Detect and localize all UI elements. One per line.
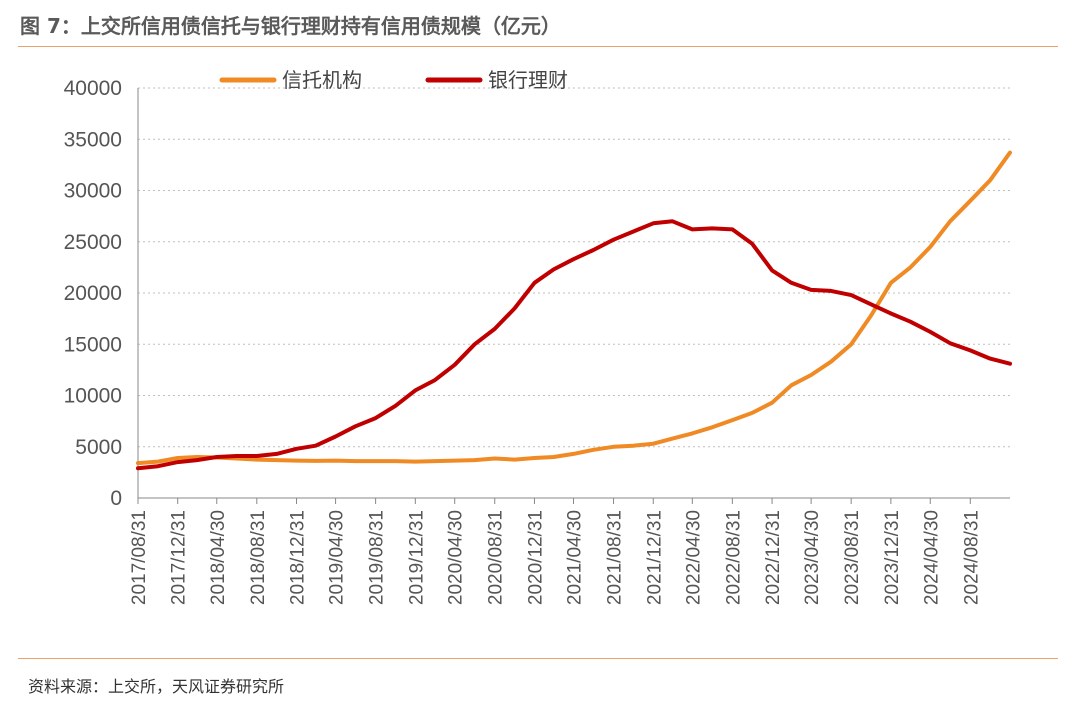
grid-lines bbox=[138, 87, 1010, 448]
x-tick-label: 2019/08/31 bbox=[367, 510, 388, 605]
y-tick-label: 15000 bbox=[64, 333, 122, 356]
x-tick-label: 2017/08/31 bbox=[129, 510, 150, 605]
series-line-银行理财 bbox=[136, 219, 1012, 471]
x-tick-label: 2019/12/31 bbox=[406, 510, 427, 605]
bottom-divider bbox=[18, 658, 1058, 659]
x-tick-label: 2023/04/30 bbox=[802, 510, 823, 605]
x-tick-label: 2023/12/31 bbox=[882, 510, 903, 605]
x-tick-label: 2023/08/31 bbox=[842, 510, 863, 605]
top-divider bbox=[18, 46, 1058, 47]
x-tick-label: 2018/04/30 bbox=[208, 510, 229, 605]
y-tick-label: 40000 bbox=[64, 77, 122, 100]
x-tick-label: 2020/08/31 bbox=[486, 510, 507, 605]
y-tick-label: 20000 bbox=[64, 282, 122, 305]
source-note: 资料来源：上交所，天风证券研究所 bbox=[28, 677, 285, 696]
legend-label: 信托机构 bbox=[282, 68, 362, 92]
y-tick-label: 5000 bbox=[75, 436, 122, 459]
legend: 信托机构 银行理财 bbox=[219, 68, 568, 92]
x-tick-label: 2021/12/31 bbox=[644, 510, 665, 605]
series-line-信托机构 bbox=[136, 150, 1012, 466]
y-tick-label: 0 bbox=[110, 487, 122, 510]
line-chart: 0 5000 10000 15000 20000 25000 30000 35000 40000… bbox=[64, 68, 1012, 605]
x-tick-label: 2019/04/30 bbox=[327, 510, 348, 605]
x-tick-label: 2017/12/31 bbox=[169, 510, 190, 605]
y-tick-label: 30000 bbox=[64, 180, 122, 203]
legend-label: 银行理财 bbox=[488, 68, 568, 92]
x-tick-label: 2024/08/31 bbox=[961, 510, 982, 605]
x-tick-label: 2020/04/30 bbox=[446, 510, 467, 605]
x-tick-label: 2018/08/31 bbox=[248, 510, 269, 605]
y-tick-label: 35000 bbox=[64, 128, 122, 151]
series-lines bbox=[136, 150, 1012, 471]
y-axis: 0 5000 10000 15000 20000 25000 30000 35000 40000 bbox=[64, 77, 139, 510]
x-tick-label: 2021/08/31 bbox=[605, 510, 626, 605]
x-tick-label: 2020/12/31 bbox=[525, 510, 546, 605]
y-tick-label: 10000 bbox=[64, 385, 122, 408]
chart-title: 图 7：上交所信用债信托与银行理财持有信用债规模（亿元） bbox=[20, 14, 561, 38]
x-tick-label: 2021/04/30 bbox=[565, 510, 586, 605]
x-tick-label: 2024/04/30 bbox=[921, 510, 942, 605]
x-tick-label: 2022/08/31 bbox=[723, 510, 744, 605]
y-tick-label: 25000 bbox=[64, 231, 122, 254]
x-tick-label: 2022/12/31 bbox=[763, 510, 784, 605]
x-tick-label: 2022/04/30 bbox=[683, 510, 704, 605]
x-axis: 2017/08/31 2017/12/31 2018/04/30 2018/08/31… bbox=[129, 497, 1010, 605]
x-tick-label: 2018/12/31 bbox=[288, 510, 309, 605]
